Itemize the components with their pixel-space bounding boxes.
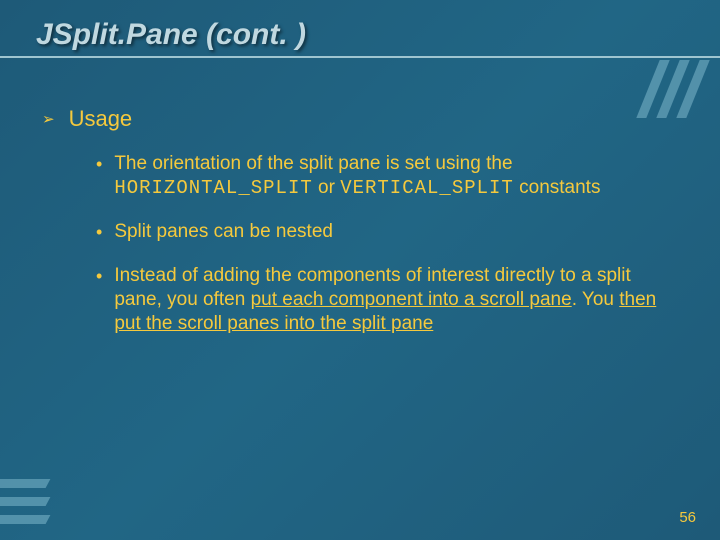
bullet-level1: ➢ Usage xyxy=(42,106,684,132)
title-underline xyxy=(0,56,720,58)
decoration-top xyxy=(648,60,698,118)
deco-bar-icon xyxy=(0,497,50,506)
dot-bullet-icon: • xyxy=(96,264,102,288)
chevron-bullet-icon: ➢ xyxy=(42,110,55,128)
deco-bar-icon xyxy=(0,515,50,524)
text-fragment: or xyxy=(313,177,340,198)
underlined-fragment: put each component into a scroll pane xyxy=(251,289,572,310)
level2-text: Instead of adding the components of inte… xyxy=(114,264,674,336)
dot-bullet-icon: • xyxy=(96,220,102,244)
level2-text: The orientation of the split pane is set… xyxy=(114,152,674,200)
text-fragment: The orientation of the split pane is set… xyxy=(114,153,512,174)
bullet-level2: • Instead of adding the components of in… xyxy=(96,264,674,336)
slide-title: JSplit.Pane (cont. ) xyxy=(36,18,684,52)
dot-bullet-icon: • xyxy=(96,152,102,176)
page-number: 56 xyxy=(679,509,696,526)
text-fragment: constants xyxy=(514,177,601,198)
level2-text: Split panes can be nested xyxy=(114,220,333,244)
bullet-level2: • Split panes can be nested xyxy=(96,220,674,244)
level1-text: Usage xyxy=(69,106,133,132)
text-fragment: . You xyxy=(572,289,620,310)
code-fragment: VERTICAL_SPLIT xyxy=(340,177,514,199)
bullet-level2: • The orientation of the split pane is s… xyxy=(96,152,674,200)
slide: JSplit.Pane (cont. ) ➢ Usage • The orien… xyxy=(0,0,720,540)
deco-bar-icon xyxy=(0,479,50,488)
code-fragment: HORIZONTAL_SPLIT xyxy=(114,177,312,199)
decoration-bottom xyxy=(0,479,48,524)
